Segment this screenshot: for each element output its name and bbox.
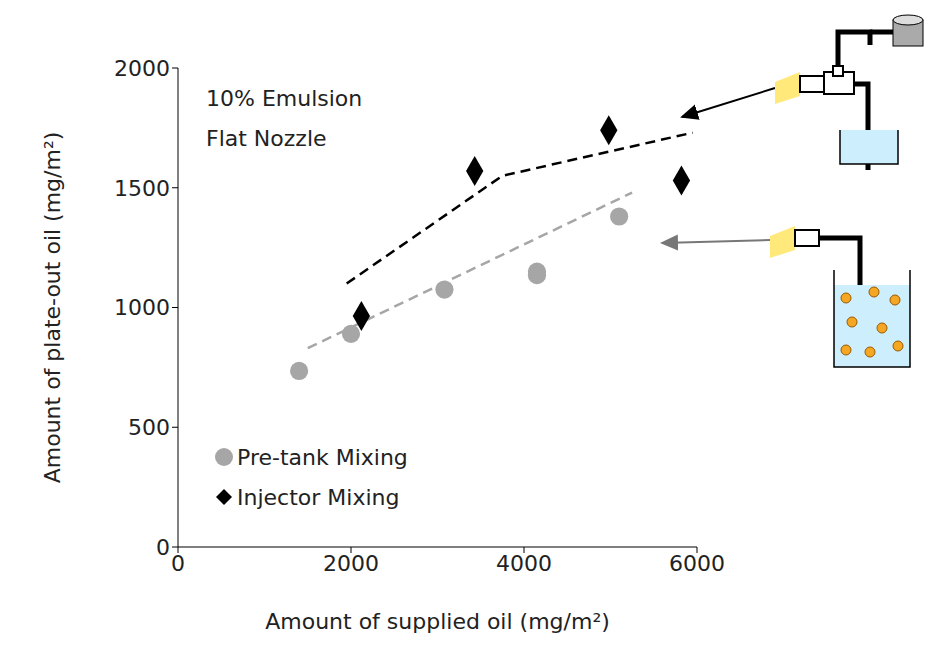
svg-text:500: 500: [128, 415, 170, 440]
svg-text:Amount of supplied oil (mg/m²): Amount of supplied oil (mg/m²): [265, 609, 610, 634]
html-text:10% Emulsion: 10% Emulsion: [206, 86, 363, 111]
html-text:Pre-tank Mixing: Pre-tank Mixing: [237, 444, 408, 470]
svg-text:2000: 2000: [114, 56, 170, 81]
html-text:Flat Nozzle: Flat Nozzle: [206, 126, 327, 151]
svg-text:1000: 1000: [114, 295, 170, 320]
html-text:Injector Mixing: Injector Mixing: [237, 484, 400, 510]
svg-text:4000: 4000: [496, 551, 552, 576]
svg-text:1500: 1500: [114, 176, 170, 201]
svg-text:6000: 6000: [669, 551, 725, 576]
svg-text:2000: 2000: [323, 551, 379, 576]
svg-text:Amount of plate-out oil (mg/m²: Amount of plate-out oil (mg/m²): [40, 132, 65, 484]
svg-text:0: 0: [171, 551, 185, 576]
svg-text:0: 0: [156, 535, 170, 560]
